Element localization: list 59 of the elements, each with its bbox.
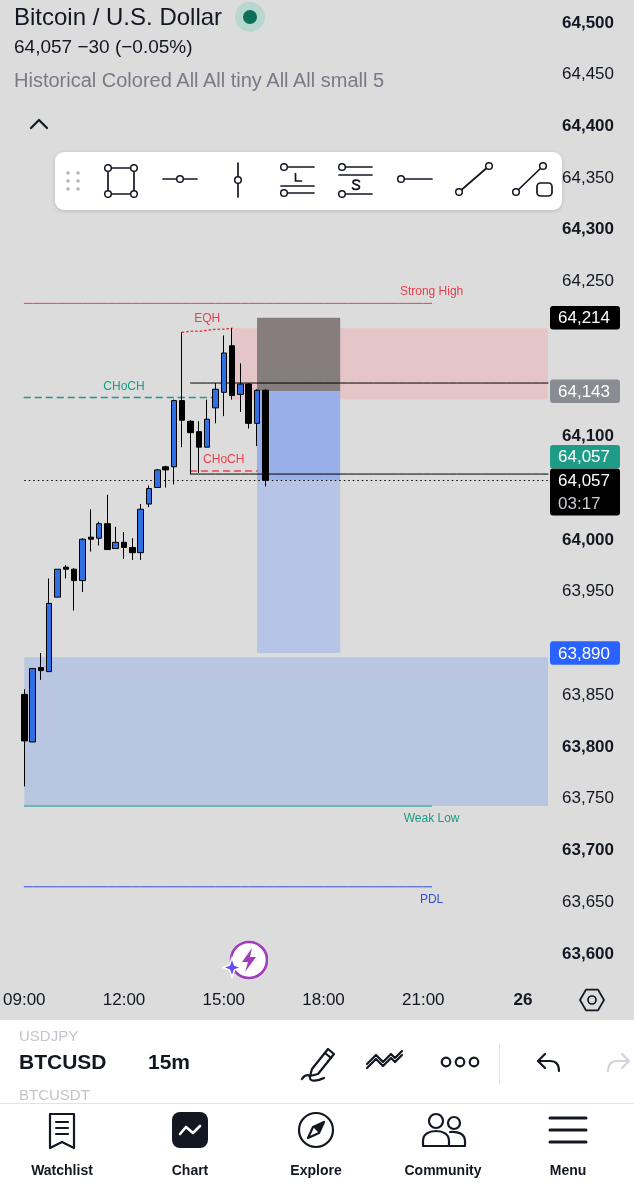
text: Menu bbox=[549, 1161, 587, 1180]
candlestick bbox=[171, 399, 177, 485]
y-tick-label: 64,250 bbox=[562, 271, 614, 291]
text: 15m bbox=[148, 1050, 191, 1074]
x-tick-label: 26 bbox=[513, 990, 533, 1009]
candlestick bbox=[38, 652, 44, 681]
candlestick bbox=[96, 521, 102, 546]
text: BTCUSDT bbox=[19, 1085, 90, 1105]
y-tick-label: 64,400 bbox=[562, 115, 614, 135]
y-tick-label: 63,950 bbox=[562, 581, 614, 601]
text: Explore bbox=[290, 1161, 342, 1180]
x-tick-label: 09:00 bbox=[3, 990, 46, 1009]
text: 64,057 −30 (−0.05%) bbox=[14, 35, 193, 59]
series-label: EQH bbox=[194, 311, 221, 326]
text: USDJPY bbox=[19, 1026, 79, 1046]
y-tick-label: 64,000 bbox=[562, 529, 614, 549]
candlestick bbox=[88, 508, 94, 553]
y-tick-label: 63,700 bbox=[562, 840, 614, 860]
series-label: PDL bbox=[419, 891, 444, 906]
y2-tick-label: 64,143 bbox=[558, 381, 610, 401]
annotation: Historical Colored All All tiny All All small 5 bbox=[14, 68, 385, 93]
series-label: Weak Low bbox=[403, 811, 460, 826]
text: Chart bbox=[171, 1161, 209, 1180]
y-tick-label: 64,100 bbox=[562, 426, 614, 446]
candlestick bbox=[254, 388, 260, 447]
candlestick bbox=[71, 567, 77, 612]
y-tick-label: 64,300 bbox=[562, 219, 614, 239]
y-tick-label: 64,450 bbox=[562, 64, 614, 84]
y2-tick-label: 64,214 bbox=[558, 308, 610, 328]
y-tick-label: 63,850 bbox=[562, 684, 614, 704]
text: BTCUSD bbox=[19, 1050, 107, 1074]
candlestick bbox=[121, 531, 127, 560]
candlestick bbox=[63, 564, 69, 580]
candlestick bbox=[54, 568, 61, 598]
y-tick-label: 64,500 bbox=[562, 12, 614, 32]
text: Community bbox=[404, 1161, 482, 1180]
series-label: CHoCH bbox=[103, 378, 145, 393]
y2-tick-label: 63,890 bbox=[558, 643, 610, 663]
candlestick bbox=[79, 537, 86, 593]
x-tick-label: 18:00 bbox=[302, 990, 345, 1009]
text: 64,057 bbox=[558, 447, 610, 467]
candlestick bbox=[46, 578, 52, 673]
y-tick-label: 63,800 bbox=[562, 736, 614, 756]
candlestick bbox=[146, 484, 152, 508]
y-tick-label: 63,650 bbox=[562, 891, 614, 911]
y2-tick-label: 64,057 bbox=[558, 470, 610, 490]
chart-title: Bitcoin / U.S. Dollar bbox=[14, 2, 223, 32]
y-tick-label: 64,350 bbox=[562, 167, 614, 187]
candlestick bbox=[179, 331, 185, 448]
x-tick-label: 12:00 bbox=[102, 990, 146, 1009]
y-tick-label: 63,750 bbox=[562, 788, 614, 808]
text: Watchlist bbox=[31, 1161, 93, 1180]
x-tick-label: 15:00 bbox=[202, 990, 246, 1009]
series-label: Strong High bbox=[399, 284, 464, 299]
x-tick-label: 21:00 bbox=[402, 990, 445, 1009]
y-tick-label: 63,600 bbox=[562, 943, 614, 963]
series-label: CHoCH bbox=[203, 451, 245, 466]
candlestick bbox=[204, 399, 210, 448]
text: 03:17 bbox=[558, 494, 601, 514]
